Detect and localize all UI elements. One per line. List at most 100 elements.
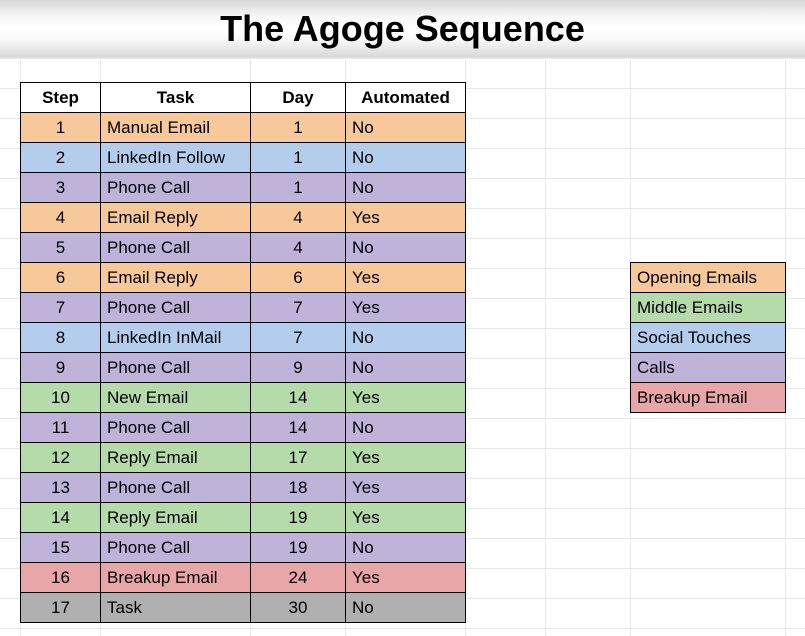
cell-day: 19 [251,503,346,533]
sequence-table: Step Task Day Automated 1Manual Email1No… [20,82,466,623]
cell-task: Phone Call [101,173,251,203]
cell-automated: No [346,323,466,353]
table-row: 8LinkedIn InMail7No [21,323,466,353]
legend-row: Opening Emails [631,263,786,293]
legend-table: Opening EmailsMiddle EmailsSocial Touche… [630,262,786,413]
legend-cell: Social Touches [631,323,786,353]
cell-day: 1 [251,173,346,203]
legend-cell: Middle Emails [631,293,786,323]
cell-automated: Yes [346,473,466,503]
cell-task: Email Reply [101,203,251,233]
cell-task: Email Reply [101,263,251,293]
gridline-vertical [545,58,546,636]
table-row: 4Email Reply4Yes [21,203,466,233]
table-row: 1Manual Email1No [21,113,466,143]
cell-step: 14 [21,503,101,533]
cell-step: 11 [21,413,101,443]
cell-step: 2 [21,143,101,173]
cell-step: 15 [21,533,101,563]
cell-automated: No [346,113,466,143]
cell-automated: No [346,233,466,263]
cell-day: 14 [251,413,346,443]
table-header-row: Step Task Day Automated [21,83,466,113]
cell-day: 14 [251,383,346,413]
legend-cell: Calls [631,353,786,383]
cell-step: 1 [21,113,101,143]
cell-automated: Yes [346,293,466,323]
cell-day: 24 [251,563,346,593]
col-header-day: Day [251,83,346,113]
cell-task: Phone Call [101,293,251,323]
cell-automated: No [346,533,466,563]
cell-day: 1 [251,143,346,173]
cell-step: 17 [21,593,101,623]
cell-step: 8 [21,323,101,353]
table-row: 7Phone Call7Yes [21,293,466,323]
legend-row: Calls [631,353,786,383]
title-header: The Agoge Sequence [0,0,805,58]
cell-day: 17 [251,443,346,473]
cell-step: 5 [21,233,101,263]
cell-task: LinkedIn Follow [101,143,251,173]
cell-automated: Yes [346,383,466,413]
cell-step: 13 [21,473,101,503]
cell-automated: Yes [346,203,466,233]
cell-day: 1 [251,113,346,143]
cell-task: Manual Email [101,113,251,143]
spreadsheet-area: Step Task Day Automated 1Manual Email1No… [0,58,805,636]
legend-row: Middle Emails [631,293,786,323]
cell-day: 7 [251,293,346,323]
table-row: 12Reply Email17Yes [21,443,466,473]
col-header-task: Task [101,83,251,113]
cell-step: 12 [21,443,101,473]
gridline-horizontal [0,628,805,629]
cell-task: Task [101,593,251,623]
cell-automated: Yes [346,503,466,533]
cell-day: 18 [251,473,346,503]
cell-day: 7 [251,323,346,353]
cell-task: Phone Call [101,353,251,383]
page-title: The Agoge Sequence [220,8,585,50]
table-row: 5Phone Call4No [21,233,466,263]
table-row: 15Phone Call19No [21,533,466,563]
cell-step: 3 [21,173,101,203]
table-row: 6Email Reply6Yes [21,263,466,293]
table-row: 2LinkedIn Follow1No [21,143,466,173]
cell-step: 16 [21,563,101,593]
gridline-horizontal [0,58,805,59]
cell-task: Phone Call [101,473,251,503]
cell-day: 30 [251,593,346,623]
col-header-automated: Automated [346,83,466,113]
table-row: 3Phone Call1No [21,173,466,203]
table-row: 17Task30No [21,593,466,623]
col-header-step: Step [21,83,101,113]
cell-task: Phone Call [101,233,251,263]
cell-automated: No [346,593,466,623]
cell-automated: No [346,413,466,443]
table-row: 13Phone Call18Yes [21,473,466,503]
table-row: 10New Email14Yes [21,383,466,413]
cell-automated: Yes [346,443,466,473]
cell-step: 10 [21,383,101,413]
legend-cell: Breakup Email [631,383,786,413]
table-row: 11Phone Call14No [21,413,466,443]
legend-cell: Opening Emails [631,263,786,293]
cell-day: 4 [251,203,346,233]
cell-automated: Yes [346,263,466,293]
cell-day: 19 [251,533,346,563]
cell-step: 4 [21,203,101,233]
cell-task: Reply Email [101,443,251,473]
table-row: 14Reply Email19Yes [21,503,466,533]
cell-day: 6 [251,263,346,293]
cell-automated: No [346,173,466,203]
cell-step: 6 [21,263,101,293]
cell-task: Phone Call [101,533,251,563]
table-row: 9Phone Call9No [21,353,466,383]
cell-day: 4 [251,233,346,263]
cell-task: LinkedIn InMail [101,323,251,353]
legend-row: Breakup Email [631,383,786,413]
cell-automated: Yes [346,563,466,593]
cell-day: 9 [251,353,346,383]
cell-task: Phone Call [101,413,251,443]
cell-automated: No [346,143,466,173]
